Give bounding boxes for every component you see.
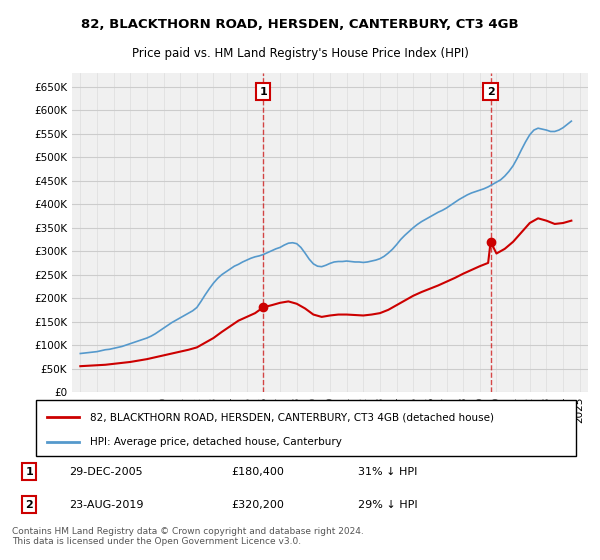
- Text: 23-AUG-2019: 23-AUG-2019: [70, 500, 144, 510]
- Text: 2: 2: [25, 500, 33, 510]
- Text: Contains HM Land Registry data © Crown copyright and database right 2024.
This d: Contains HM Land Registry data © Crown c…: [12, 526, 364, 546]
- Text: 1: 1: [25, 467, 33, 477]
- Text: 29-DEC-2005: 29-DEC-2005: [70, 467, 143, 477]
- Text: 82, BLACKTHORN ROAD, HERSDEN, CANTERBURY, CT3 4GB (detached house): 82, BLACKTHORN ROAD, HERSDEN, CANTERBURY…: [90, 412, 494, 422]
- FancyBboxPatch shape: [36, 400, 576, 456]
- Text: Price paid vs. HM Land Registry's House Price Index (HPI): Price paid vs. HM Land Registry's House …: [131, 48, 469, 60]
- Text: £180,400: £180,400: [231, 467, 284, 477]
- Text: HPI: Average price, detached house, Canterbury: HPI: Average price, detached house, Cant…: [90, 437, 342, 447]
- Text: 31% ↓ HPI: 31% ↓ HPI: [358, 467, 417, 477]
- Text: 29% ↓ HPI: 29% ↓ HPI: [358, 500, 417, 510]
- Text: 82, BLACKTHORN ROAD, HERSDEN, CANTERBURY, CT3 4GB: 82, BLACKTHORN ROAD, HERSDEN, CANTERBURY…: [81, 18, 519, 31]
- Text: 1: 1: [259, 87, 267, 96]
- Text: 2: 2: [487, 87, 494, 96]
- Text: £320,200: £320,200: [231, 500, 284, 510]
